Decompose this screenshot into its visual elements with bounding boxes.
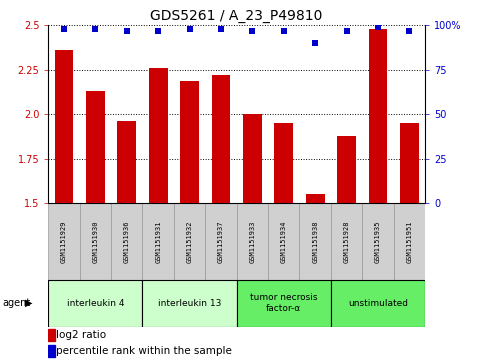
Text: agent: agent xyxy=(2,298,30,308)
Bar xyxy=(86,91,105,203)
Text: log2 ratio: log2 ratio xyxy=(56,330,106,340)
Bar xyxy=(274,123,293,203)
Bar xyxy=(400,123,419,203)
Text: ▶: ▶ xyxy=(25,298,33,308)
Bar xyxy=(299,203,331,280)
Bar xyxy=(212,75,230,203)
Point xyxy=(60,26,68,32)
Bar xyxy=(174,203,205,280)
Point xyxy=(343,28,351,34)
Text: GSM1151933: GSM1151933 xyxy=(249,220,256,263)
Point xyxy=(312,40,319,46)
Text: interleukin 4: interleukin 4 xyxy=(67,299,124,307)
Point xyxy=(280,28,288,34)
Point xyxy=(249,28,256,34)
Bar xyxy=(80,203,111,280)
Text: GSM1151936: GSM1151936 xyxy=(124,220,130,263)
Point xyxy=(92,26,99,32)
Bar xyxy=(142,203,174,280)
Bar xyxy=(369,29,387,203)
Text: GSM1151937: GSM1151937 xyxy=(218,220,224,263)
Bar xyxy=(48,329,55,341)
Bar xyxy=(48,203,80,280)
Bar xyxy=(394,203,425,280)
Bar xyxy=(331,203,362,280)
Text: unstimulated: unstimulated xyxy=(348,299,408,307)
Text: tumor necrosis
factor-α: tumor necrosis factor-α xyxy=(250,293,317,313)
Bar xyxy=(111,203,142,280)
Text: GSM1151931: GSM1151931 xyxy=(155,220,161,263)
Text: GSM1151934: GSM1151934 xyxy=(281,220,287,263)
Point xyxy=(186,26,194,32)
Point xyxy=(374,24,382,30)
Title: GDS5261 / A_23_P49810: GDS5261 / A_23_P49810 xyxy=(151,9,323,23)
Bar xyxy=(180,81,199,203)
Bar xyxy=(237,280,331,327)
Bar xyxy=(337,136,356,203)
Point xyxy=(123,28,130,34)
Text: GSM1151951: GSM1151951 xyxy=(406,220,412,263)
Bar xyxy=(117,122,136,203)
Bar xyxy=(237,203,268,280)
Bar xyxy=(268,203,299,280)
Text: GSM1151932: GSM1151932 xyxy=(186,220,193,263)
Bar xyxy=(55,50,73,203)
Bar xyxy=(149,68,168,203)
Bar xyxy=(331,280,425,327)
Point xyxy=(217,26,225,32)
Text: GSM1151935: GSM1151935 xyxy=(375,220,381,263)
Text: GSM1151930: GSM1151930 xyxy=(92,220,99,263)
Text: GSM1151938: GSM1151938 xyxy=(312,220,318,263)
Bar xyxy=(362,203,394,280)
Bar xyxy=(243,114,262,203)
Bar xyxy=(142,280,237,327)
Text: percentile rank within the sample: percentile rank within the sample xyxy=(56,346,232,356)
Bar xyxy=(48,345,55,357)
Point xyxy=(155,28,162,34)
Bar xyxy=(306,194,325,203)
Bar xyxy=(48,280,142,327)
Text: interleukin 13: interleukin 13 xyxy=(158,299,221,307)
Text: GSM1151928: GSM1151928 xyxy=(343,220,350,263)
Text: GSM1151929: GSM1151929 xyxy=(61,220,67,263)
Point xyxy=(406,28,413,34)
Bar xyxy=(205,203,237,280)
